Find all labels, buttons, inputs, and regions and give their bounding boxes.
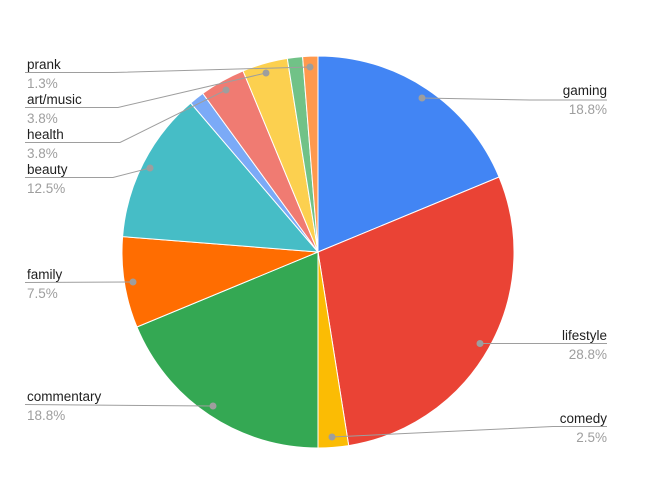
callout-dot-commentary: [209, 402, 217, 410]
callout-beauty: beauty 12.5%: [27, 162, 68, 197]
callout-dot-lifestyle: [476, 340, 484, 347]
callout-art-music: art/music 3.8%: [27, 92, 82, 127]
leader-line-commentary: [24, 404, 214, 407]
leader-line-gaming: [421, 97, 607, 101]
slice-label-lifestyle: lifestyle: [561, 328, 607, 343]
pie-slice-prank[interactable]: [302, 55, 319, 253]
callout-dot-prank: [306, 63, 314, 71]
slice-percent-family: 7.5%: [27, 286, 58, 301]
slice-label-beauty: beauty: [27, 162, 68, 177]
callout-dot-beauty: [146, 164, 154, 172]
slice-percent-beauty: 12.5%: [27, 181, 66, 196]
callout-commentary: commentary 18.8%: [27, 389, 101, 424]
slice-percent-comedy: 2.5%: [576, 430, 607, 445]
slice-label-health: health: [27, 127, 64, 142]
callout-dot-gaming: [418, 94, 426, 102]
slice-percent-gaming: 18.8%: [568, 102, 607, 117]
slice-percent-lifestyle: 28.8%: [568, 347, 607, 362]
pie-slice-gaming[interactable]: [317, 55, 500, 253]
callout-prank: prank 1.3%: [27, 57, 61, 92]
slice-label-gaming: gaming: [562, 83, 607, 98]
pie-slice-commentary[interactable]: [136, 251, 319, 449]
callout-dot-health: [222, 86, 230, 94]
slice-label-commentary: commentary: [27, 389, 102, 404]
leader-line-comedy: [331, 426, 607, 438]
callout-comedy: comedy 2.5%: [560, 411, 607, 446]
slice-percent-commentary: 18.8%: [27, 408, 66, 423]
callout-health: health 3.8%: [27, 127, 64, 162]
leader-line-health: [25, 89, 227, 143]
slice-label-art-music: art/music: [27, 92, 82, 107]
callout-dot-comedy: [328, 433, 336, 441]
slice-label-prank: prank: [27, 57, 61, 72]
slice-label-family: family: [27, 267, 63, 282]
pie-slice-beauty[interactable]: [122, 102, 320, 253]
slice-label-comedy: comedy: [559, 411, 607, 426]
callout-family: family 7.5%: [27, 267, 62, 302]
slice-percent-art-music: 3.8%: [27, 111, 58, 126]
leader-lines-group: [24, 63, 607, 441]
slice-percent-prank: 1.3%: [27, 76, 58, 91]
leader-line-family: [24, 281, 134, 283]
leader-line-prank: [25, 66, 311, 73]
pie-slices-group: [121, 55, 515, 449]
callout-gaming: gaming 18.8%: [563, 83, 607, 118]
leader-line-art-music: [25, 72, 267, 108]
leader-line-beauty: [25, 167, 151, 178]
callout-lifestyle: lifestyle 28.8%: [562, 328, 607, 363]
callout-dot-art-music: [262, 69, 270, 77]
callout-dot-family: [129, 278, 137, 286]
slice-percent-health: 3.8%: [27, 146, 58, 161]
